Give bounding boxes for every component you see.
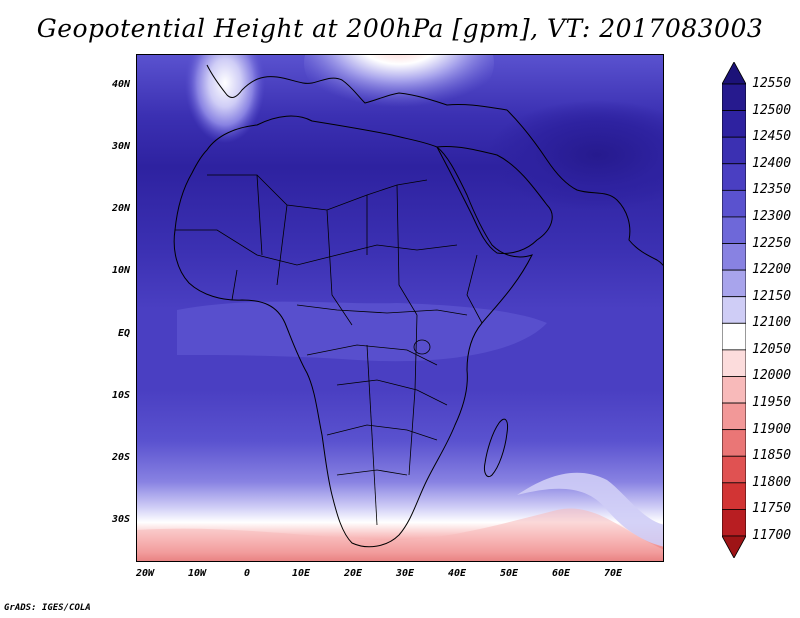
lon-label-20w: 20W	[136, 568, 155, 579]
colorbar-box	[722, 509, 746, 537]
lon-label-20e: 20E	[344, 568, 363, 579]
colorbar-bottom-triangle	[722, 535, 746, 558]
colorbar-level-label: 11800	[752, 474, 792, 490]
colorbar-box	[722, 349, 746, 377]
africa-coastline	[173, 115, 533, 548]
lake-victoria	[413, 339, 431, 355]
colorbar-level-label: 12550	[752, 76, 792, 91]
colorbar-box	[722, 243, 746, 271]
lon-label-10w: 10W	[188, 568, 207, 579]
lat-label-10s: 10S	[111, 390, 130, 401]
colorbar-level-label: 12150	[752, 288, 792, 304]
map-plot	[137, 55, 663, 561]
colorbar-box	[722, 402, 746, 431]
colorbar-box	[722, 455, 746, 484]
colorbar-level-label: 11850	[752, 448, 792, 464]
colorbar	[722, 62, 746, 558]
colorbar-level-label: 12000	[752, 368, 792, 384]
lon-label-70e: 70E	[604, 568, 623, 579]
lon-label-30e: 30E	[396, 568, 415, 579]
lat-label-20n: 20N	[111, 203, 130, 214]
colorbar-box	[722, 189, 746, 218]
colorbar-level-label: 11750	[752, 501, 792, 517]
plot-title: Geopotential Height at 200hPa [gpm], VT:…	[36, 14, 764, 43]
colorbar-top-triangle	[722, 62, 746, 85]
lat-label-10n: 10N	[111, 265, 130, 276]
colorbar-box	[722, 429, 746, 457]
colorbar-box	[722, 482, 746, 510]
equatorial-band	[177, 301, 547, 362]
lat-label-20s: 20S	[111, 452, 130, 463]
colorbar-box	[722, 376, 746, 404]
lon-label-10e: 10E	[292, 568, 311, 579]
persian-gulf-coast	[506, 109, 663, 267]
colorbar-box	[722, 163, 746, 191]
colorbar-level-label: 11900	[752, 421, 792, 437]
lat-label-30s: 30S	[111, 514, 130, 525]
iberia-low	[185, 55, 265, 143]
grads-credit: GrADS: IGES/COLA	[4, 603, 91, 613]
colorbar-box	[722, 322, 746, 351]
europe-coastline	[206, 64, 508, 111]
colorbar-level-label: 11950	[752, 395, 792, 411]
lon-label-60e: 60E	[552, 568, 571, 579]
southern-ridge	[517, 472, 663, 547]
colorbar-box	[722, 269, 746, 298]
colorbar-level-label: 12200	[752, 262, 792, 278]
colorbar-level-label: 12250	[752, 235, 792, 251]
colorbar-level-label: 12300	[752, 208, 792, 224]
lat-label-30n: 30N	[111, 141, 130, 152]
southern-trough	[137, 508, 663, 561]
asia-high-center	[487, 100, 663, 210]
country-borders	[175, 174, 483, 526]
lat-label-40n: 40N	[111, 79, 130, 90]
colorbar-level-label: 12450	[752, 129, 792, 145]
map-frame	[136, 54, 664, 562]
colorbar-level-label: 12050	[752, 341, 792, 357]
colorbar-box	[722, 296, 746, 324]
colorbar-level-label: 12400	[752, 155, 792, 171]
colorbar-box	[722, 216, 746, 244]
madagascar-outline	[484, 418, 508, 478]
lat-label-eq: EQ	[117, 328, 130, 339]
colorbar-level-label: 12100	[752, 315, 792, 331]
colorbar-box	[722, 110, 746, 138]
colorbar-level-label: 11700	[752, 528, 792, 543]
colorbar-box	[722, 136, 746, 165]
arabia-outline	[436, 146, 553, 254]
colorbar-level-label: 12500	[752, 102, 792, 118]
lon-label-0: 0	[244, 568, 251, 579]
lon-label-50e: 50E	[500, 568, 519, 579]
greece-low	[304, 55, 494, 118]
colorbar-level-label: 12350	[752, 182, 792, 198]
colorbar-box	[722, 83, 746, 111]
lon-label-40e: 40E	[448, 568, 467, 579]
